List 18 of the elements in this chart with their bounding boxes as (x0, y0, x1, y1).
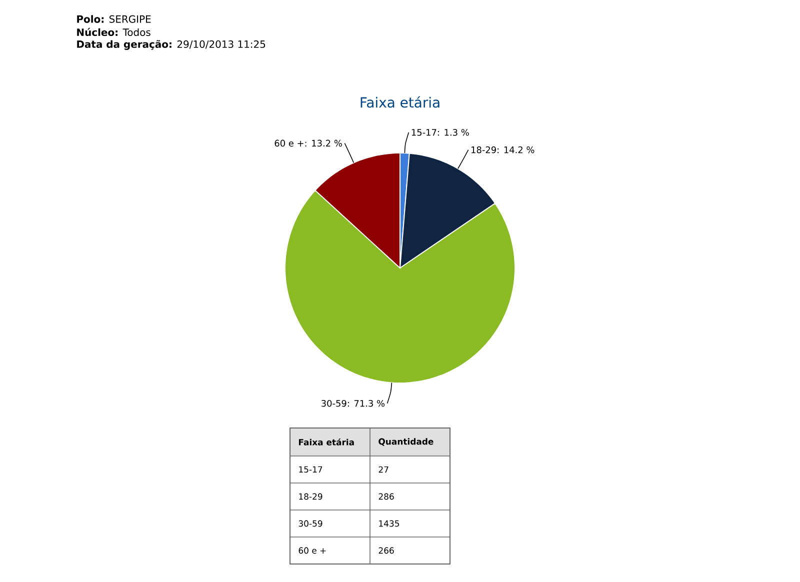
category-label: 60 e + (298, 547, 326, 554)
data-label: 27 (378, 466, 388, 473)
chart-title: Faixa etária (360, 96, 440, 108)
text: Polo: SERGIPE (77, 15, 151, 23)
data-label: 266 (378, 547, 394, 554)
category-label: 30-59 (298, 520, 322, 527)
slice-label: 30-59: 71.3 % (322, 400, 385, 407)
category-label: 18-29 (299, 493, 322, 500)
data-label: 286 (378, 493, 394, 500)
text: Núcleo: Todos (77, 28, 150, 36)
text: Data da geração: 29/10/2013 11:25 (77, 40, 266, 50)
text: Faixa etária (298, 438, 354, 446)
slice-label: 60 e +: 13.2 % (274, 140, 342, 147)
slice-label: 15-17: 1.3 % (412, 128, 469, 136)
text: Quantidade (378, 438, 434, 446)
category-label: 15-17 (299, 466, 322, 473)
slice-label: 18-29: 14.2 % (472, 146, 534, 154)
data-label: 1435 (379, 520, 400, 527)
